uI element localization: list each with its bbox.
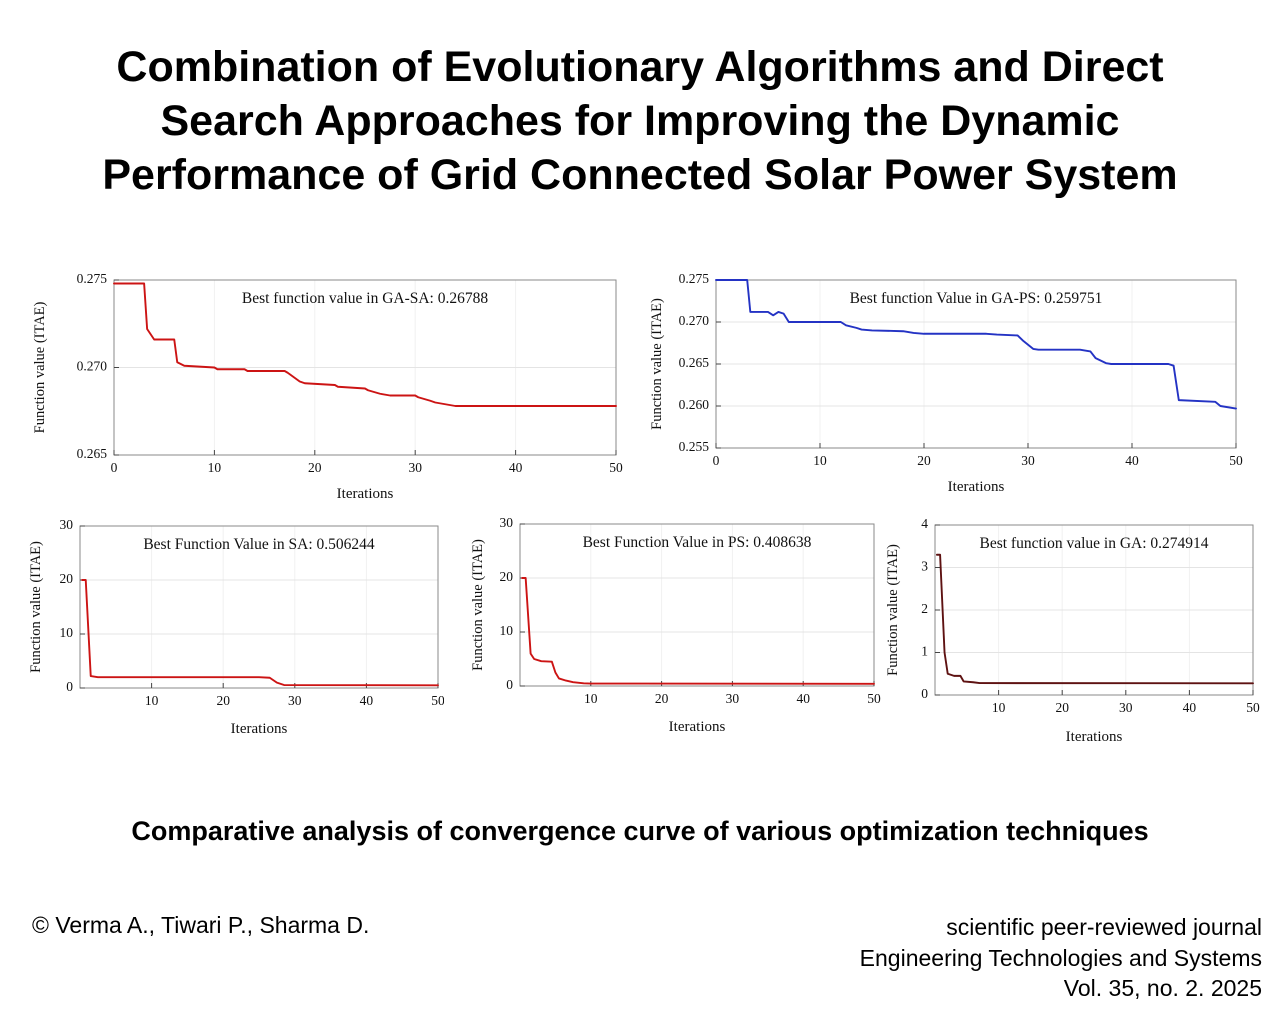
y-tick-label: 0.275 — [679, 271, 710, 286]
chart-svg-ps: 10 20 30 40 50 0 10 20 30 Best Function Value in … — [470, 515, 881, 735]
y-tick-label: 30 — [500, 516, 514, 530]
x-tick-label: 30 — [726, 691, 740, 706]
x-tick-label: 50 — [1246, 700, 1260, 715]
title-line-3: Performance of Grid Connected Solar Powe… — [102, 151, 1178, 200]
plot-box — [519, 523, 875, 687]
x-tick-label: 40 — [1125, 453, 1139, 468]
chart-annotation: Best Function Value in SA: 0.506244 — [143, 536, 375, 553]
series-line — [113, 282, 617, 407]
x-tick-label: 10 — [813, 453, 827, 468]
x-tick-label: 40 — [796, 691, 810, 706]
x-tick-label: 20 — [216, 693, 230, 708]
y-tick-label: 0.255 — [679, 439, 710, 454]
plot-box — [79, 525, 439, 689]
y-tick-label: 10 — [60, 625, 74, 640]
x-tick-label: 30 — [408, 460, 422, 475]
y-tick-label: 0.275 — [77, 271, 108, 286]
x-tick-label: 20 — [917, 453, 931, 468]
y-axis-label: Function value (ITAE) — [885, 544, 901, 676]
x-tick-label: 50 — [431, 693, 444, 708]
x-tick-label: 30 — [1021, 453, 1035, 468]
chart-ga: 10 20 30 40 50 0 1 2 3 4 Best function value in GA… — [885, 516, 1261, 753]
footer-journal-line-2: Engineering Technologies and Systems — [859, 944, 1262, 971]
y-tick-label: 2 — [921, 601, 928, 616]
x-tick-label: 20 — [655, 691, 669, 706]
y-tick-label: 0.260 — [679, 397, 710, 412]
series-line — [81, 579, 439, 687]
footer-journal-line-1: scientific peer-reviewed journal — [946, 914, 1262, 940]
figure-caption: Comparative analysis of convergence curv… — [131, 816, 1149, 846]
y-axis-label: Function value (ITAE) — [32, 301, 48, 433]
x-tick-label: 0 — [713, 453, 720, 468]
y-tick-label: 0.265 — [679, 355, 710, 370]
x-tick-label: 20 — [1055, 700, 1069, 715]
x-axis-label: Iterations — [948, 479, 1005, 495]
footer-authors: © Verma A., Tiwari P., Sharma D. — [32, 912, 370, 938]
chart-svg-ga-ps: 0 10 20 30 40 50 0.255 0.260 0.265 0.270 0.275 Best… — [649, 271, 1243, 495]
y-tick-label: 0.270 — [679, 313, 710, 328]
x-tick-label: 40 — [1183, 700, 1197, 715]
x-tick-label: 30 — [1119, 700, 1133, 715]
y-tick-label: 0 — [506, 677, 513, 692]
x-tick-label: 50 — [1229, 453, 1243, 468]
y-tick-label: 0 — [66, 679, 73, 694]
series-line — [935, 553, 1254, 685]
footer: © Verma A., Tiwari P., Sharma D. scienti… — [32, 912, 1262, 1004]
series-line — [521, 577, 875, 685]
x-tick-label: 0 — [111, 460, 118, 475]
x-tick-label: 20 — [308, 460, 322, 475]
chart-ps: 10 20 30 40 50 0 10 20 30 Best Function Value in … — [470, 515, 882, 743]
x-tick-label: 10 — [992, 700, 1006, 715]
x-tick-label: 50 — [609, 460, 623, 475]
y-tick-label: 20 — [60, 571, 74, 586]
y-tick-label: 0 — [921, 686, 928, 701]
chart-annotation: Best function value in GA: 0.274914 — [979, 535, 1208, 552]
y-axis-label: Function value (ITAE) — [470, 539, 486, 671]
y-tick-label: 4 — [921, 516, 928, 531]
x-axis-label: Iterations — [1066, 729, 1123, 745]
x-axis-label: Iterations — [669, 719, 726, 735]
title-line-1: Combination of Evolutionary Algorithms a… — [116, 43, 1164, 91]
chart-annotation: Best function value in GA-SA: 0.26788 — [242, 290, 489, 307]
chart-ga-ps: 0 10 20 30 40 50 0.255 0.260 0.265 0.270 0.275 Best… — [648, 270, 1248, 503]
series-line — [715, 279, 1237, 410]
y-tick-label: 3 — [921, 559, 928, 574]
chart-svg-ga: 10 20 30 40 50 0 1 2 3 4 Best function value in GA… — [885, 516, 1260, 745]
footer-journal: scientific peer-reviewed journal Enginee… — [860, 912, 1262, 1004]
y-tick-label: 30 — [60, 518, 74, 532]
y-tick-label: 0.265 — [77, 446, 108, 461]
y-tick-label: 20 — [500, 569, 514, 584]
x-tick-label: 10 — [584, 691, 598, 706]
y-axis-label: Function value (ITAE) — [28, 541, 44, 673]
x-tick-label: 30 — [288, 693, 302, 708]
x-tick-label: 40 — [360, 693, 374, 708]
y-tick-label: 1 — [921, 644, 928, 659]
x-tick-label: 40 — [509, 460, 523, 475]
x-axis-label: Iterations — [337, 486, 394, 502]
y-tick-label: 10 — [500, 623, 514, 638]
chart-ga-sa: 0 10 20 30 40 50 0.265 0.270 0.275 Best function … — [28, 270, 628, 510]
chart-annotation: Best Function Value in PS: 0.408638 — [583, 534, 812, 551]
chart-sa: 10 20 30 40 50 0 10 20 30 Best Function Value in … — [28, 517, 445, 745]
x-tick-label: 50 — [867, 691, 881, 706]
y-tick-label: 0.270 — [77, 359, 108, 374]
x-tick-label: 10 — [145, 693, 159, 708]
x-axis-label: Iterations — [231, 721, 288, 737]
page-title: Combination of Evolutionary Algorithms a… — [0, 40, 1280, 203]
chart-svg-sa: 10 20 30 40 50 0 10 20 30 Best Function Value in … — [28, 517, 445, 737]
footer-journal-line-3: Vol. 35, no. 2. 2025 — [1063, 975, 1262, 1002]
chart-svg-ga-sa: 0 10 20 30 40 50 0.265 0.270 0.275 Best function … — [32, 271, 623, 502]
chart-annotation: Best function Value in GA-PS: 0.259751 — [850, 290, 1103, 307]
y-axis-label: Function value (ITAE) — [649, 298, 665, 430]
title-line-2: Search Approaches for Improving the Dyna… — [160, 97, 1120, 146]
x-tick-label: 10 — [208, 460, 222, 475]
